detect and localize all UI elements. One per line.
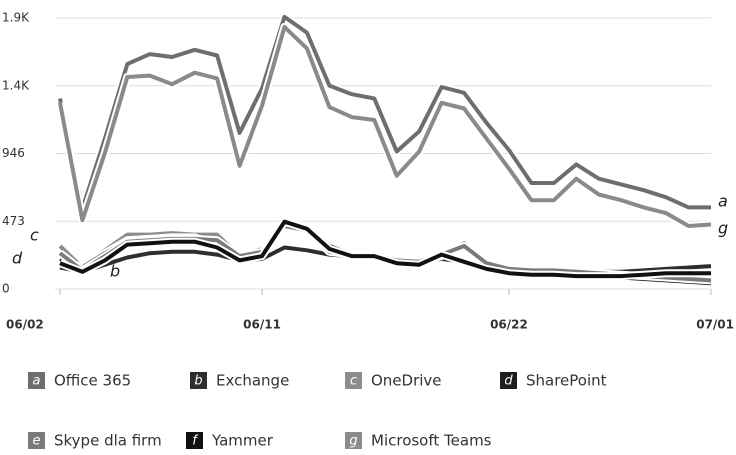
x-tick-label: 06/11 xyxy=(243,318,281,332)
y-tick-label: 0 xyxy=(2,282,10,296)
legend-swatch xyxy=(28,432,45,449)
x-tick-label: 06/22 xyxy=(490,318,528,332)
legend-label: Exchange xyxy=(216,372,289,390)
legend-swatch xyxy=(28,372,45,389)
series-line xyxy=(58,24,712,228)
series-line-halo xyxy=(56,12,711,213)
legend-swatch xyxy=(345,432,362,449)
legend-marker: e xyxy=(33,434,41,449)
x-tick-label: 06/02 xyxy=(6,318,44,332)
legend-swatch xyxy=(345,372,362,389)
line-end-label: a xyxy=(718,192,728,211)
line-end-label: b xyxy=(110,262,120,281)
legend-label: Microsoft Teams xyxy=(371,432,492,450)
x-tick-label: 07/01 xyxy=(696,318,734,332)
y-tick-label: 473 xyxy=(2,214,25,228)
legend-label: Office 365 xyxy=(54,372,131,390)
legend-swatch xyxy=(186,432,203,449)
legend-marker: f xyxy=(192,434,199,449)
legend-swatch xyxy=(500,372,517,389)
y-tick-label: 1.9K xyxy=(2,11,30,25)
legend-marker: c xyxy=(350,374,357,389)
line-end-label: d xyxy=(12,249,23,268)
legend-label: SharePoint xyxy=(526,372,607,390)
line-end-label: c xyxy=(30,226,39,245)
y-tick-label: 946 xyxy=(2,146,25,160)
series-line xyxy=(58,14,711,211)
legend-marker: a xyxy=(33,374,41,389)
legend-marker: b xyxy=(194,374,202,389)
line-end-label: g xyxy=(718,219,728,238)
y-tick-label: 1.4K xyxy=(2,78,30,92)
series-line xyxy=(59,219,711,279)
legend-marker: d xyxy=(504,374,513,389)
legend-swatch xyxy=(190,372,207,389)
legend-marker: g xyxy=(349,434,357,449)
legend-label: OneDrive xyxy=(371,372,442,390)
legend-label: Yammer xyxy=(211,432,274,450)
legend-label: Skype dla firm xyxy=(54,432,162,450)
